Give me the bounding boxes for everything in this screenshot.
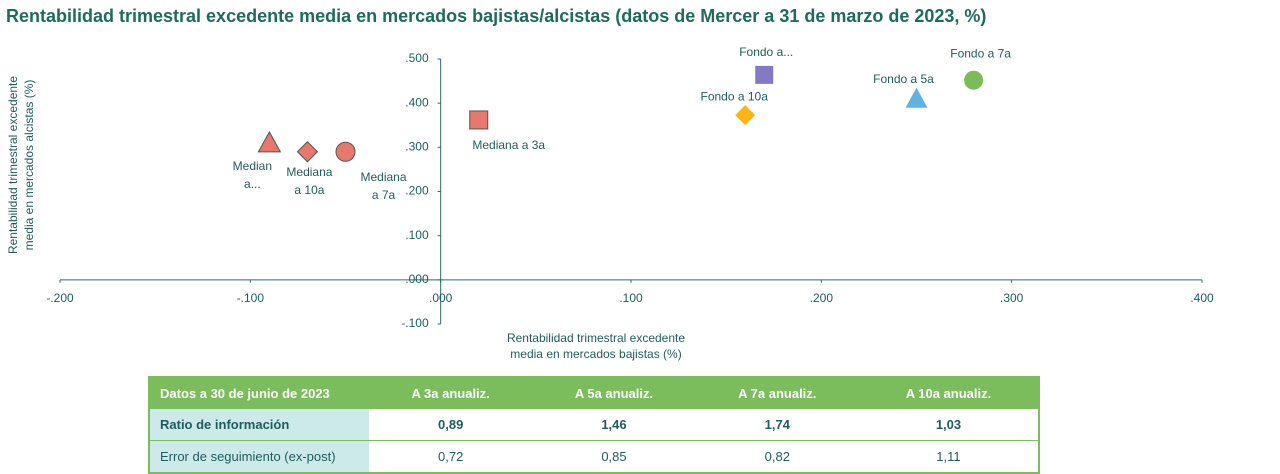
table-cell: 0,72 <box>369 440 533 473</box>
data-table: Datos a 30 de junio de 2023 A 3a anualiz.… <box>148 376 1040 474</box>
x-axis-label: Rentabilidad trimestral excedente <box>507 331 685 345</box>
y-tick-label: .500 <box>405 51 429 65</box>
point-label: Fondo a 7a <box>950 46 1011 60</box>
table-cell: 1,74 <box>695 408 859 441</box>
point-label: a 7a <box>372 188 396 202</box>
table-body: Ratio de información 0,89 1,46 1,74 1,03 Erro… <box>149 408 1039 473</box>
point-label: Fondo a 5a <box>873 72 934 86</box>
point-label: Fondo a 10a <box>701 89 769 103</box>
chart: Rentabilidad trimestral excedente media … <box>6 6 1214 361</box>
marker <box>469 110 489 130</box>
table-cell: Error de seguimiento (ex-post) <box>149 440 369 473</box>
point-label: Mediana <box>286 165 332 179</box>
x-tick-label: .200 <box>810 291 834 305</box>
marker <box>735 105 756 126</box>
table-cell: 0,82 <box>695 440 859 473</box>
table-cell: A 10a anualiz. <box>858 377 1039 409</box>
header-row: Datos a 30 de junio de 2023 A 3a anualiz.… <box>149 377 1039 409</box>
marker <box>964 70 984 90</box>
point-label: a 10a <box>294 183 324 197</box>
table-cell: A 5a anualiz. <box>532 377 696 409</box>
marker <box>296 141 319 163</box>
table-cell: Ratio de información <box>149 408 369 441</box>
x-tick-label: -.100 <box>237 291 265 305</box>
chart-title: Rentabilidad trimestral excedente media … <box>6 6 986 26</box>
point-label: Fondo a... <box>739 45 793 59</box>
x-tick-label: .000 <box>429 291 453 305</box>
table-row: Ratio de información 0,89 1,46 1,74 1,03 <box>149 408 1039 441</box>
x-tick-label: -.200 <box>46 291 74 305</box>
point-label: Median <box>233 159 272 173</box>
y-tick-label: .300 <box>405 140 429 154</box>
y-axis-label: Rentabilidad trimestral excedente <box>6 76 20 254</box>
y-tick-label: .000 <box>405 272 429 286</box>
marker <box>755 65 774 84</box>
table-cell: 1,11 <box>858 440 1039 473</box>
marker <box>905 87 928 108</box>
y-tick-label: .200 <box>405 184 429 198</box>
x-tick-label: .100 <box>619 291 643 305</box>
point-label: Mediana a 3a <box>472 138 545 152</box>
y-axis-label: media en mercados alcistas (%) <box>22 80 36 251</box>
y-tick-label: .400 <box>405 95 429 109</box>
point-label: a... <box>244 177 261 191</box>
marker <box>257 130 282 153</box>
table-cell: 1,46 <box>532 408 696 441</box>
table-cell: A 7a anualiz. <box>695 377 859 409</box>
table-row: Error de seguimiento (ex-post) 0,72 0,85 0,… <box>149 440 1039 473</box>
table-cell: 0,89 <box>369 408 533 441</box>
table-cell: A 3a anualiz. <box>369 377 533 409</box>
y-tick-label: .100 <box>405 228 429 242</box>
x-axis-label: media en mercados bajistas (%) <box>510 347 681 361</box>
table-cell: 0,85 <box>532 440 696 473</box>
point-label: Mediana <box>360 170 406 184</box>
x-tick-label: .400 <box>1190 291 1214 305</box>
x-tick-label: .300 <box>1000 291 1024 305</box>
table-cell: 1,03 <box>858 408 1039 441</box>
table-cell: Datos a 30 de junio de 2023 <box>149 377 369 409</box>
y-tick-label: -.100 <box>401 316 429 330</box>
marker <box>335 141 356 162</box>
